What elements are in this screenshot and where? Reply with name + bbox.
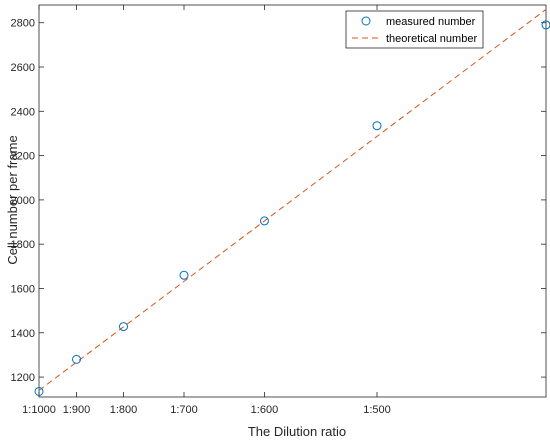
legend-label-theoretical: theoretical number: [386, 33, 477, 45]
theoretical-line: [38, 9, 547, 391]
plot-frame: [38, 4, 547, 398]
x-tick-label: 1:900: [63, 404, 91, 416]
measured-point: [72, 354, 82, 364]
x-tick-label: 1:800: [110, 404, 138, 416]
y-tick-label: 1400: [11, 328, 35, 340]
y-tick-label: 2800: [11, 18, 35, 30]
measured-point: [119, 322, 128, 332]
y-tick-label: 1800: [11, 239, 35, 251]
measured-point: [541, 20, 550, 30]
measured-point: [179, 270, 189, 280]
y-tick-label: 1200: [11, 372, 35, 384]
measured-point: [34, 386, 44, 396]
y-tick-label: 2600: [11, 62, 35, 74]
measured-point: [259, 216, 269, 226]
y-axis-label: Cell number per frame: [5, 135, 20, 264]
series-layer: [34, 9, 550, 396]
x-tick-label: 1:600: [251, 404, 279, 416]
y-tick-label: 2400: [11, 106, 35, 118]
x-tick-label: 1:1000: [22, 404, 56, 416]
legend: measured number theoretical number: [345, 10, 484, 49]
x-tick-label: 1:700: [170, 404, 198, 416]
legend-label-measured: measured number: [386, 16, 476, 28]
legend-marker-measured: [361, 16, 371, 26]
y-tick-label: 2200: [11, 151, 35, 163]
legend-box: [345, 10, 484, 49]
y-tick-label: 2000: [11, 195, 35, 207]
x-tick-label: 1:500: [363, 404, 391, 416]
measured-point: [372, 121, 382, 131]
plot-area: [38, 4, 547, 398]
x-axis-label: The Dilution ratio: [248, 424, 346, 439]
y-axis: 1200 1400 1600 1800 2000 2200 2400 2600 2800: [11, 18, 546, 384]
x-axis: 1:1000 1:900 1:800 1:700 1:600 1:500: [22, 5, 391, 416]
y-tick-label: 1600: [11, 283, 35, 295]
